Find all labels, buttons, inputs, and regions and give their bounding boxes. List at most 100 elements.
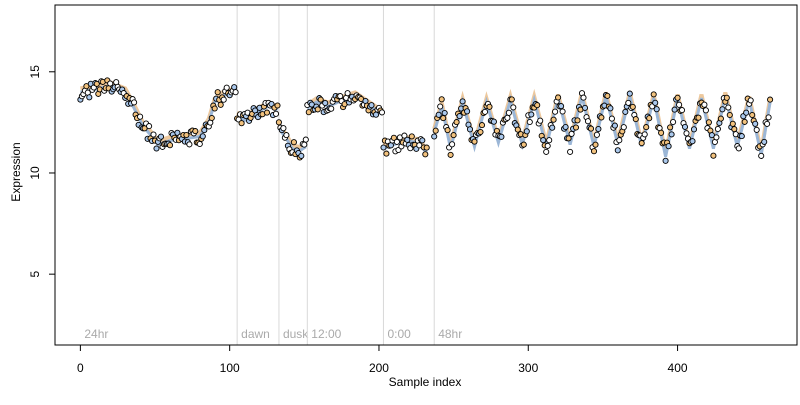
data-point bbox=[150, 131, 157, 138]
data-point bbox=[540, 137, 547, 144]
condition-marker-label: 0:00 bbox=[387, 327, 411, 341]
data-point bbox=[404, 136, 411, 143]
data-point bbox=[595, 125, 602, 133]
data-point bbox=[431, 133, 438, 140]
data-point bbox=[93, 80, 100, 87]
axes: 0 100 200 300 400 5 10 15 bbox=[28, 65, 688, 375]
data-point bbox=[298, 152, 305, 159]
data-point bbox=[670, 118, 677, 126]
data-point bbox=[749, 111, 756, 119]
data-point bbox=[263, 109, 271, 116]
data-point bbox=[761, 138, 768, 145]
data-point bbox=[486, 103, 493, 110]
data-point bbox=[238, 120, 245, 127]
y-tick-label: 15 bbox=[28, 65, 42, 79]
condition-marker-label: dusk bbox=[283, 327, 309, 341]
data-point bbox=[592, 141, 599, 148]
y-axis-label: Expression bbox=[9, 142, 23, 201]
data-point bbox=[558, 103, 565, 110]
data-point bbox=[440, 115, 447, 122]
data-point bbox=[317, 96, 324, 103]
data-point bbox=[678, 107, 686, 114]
data-point bbox=[710, 152, 717, 159]
data-point bbox=[652, 99, 659, 106]
data-point bbox=[283, 132, 290, 139]
data-point bbox=[166, 142, 174, 149]
data-point bbox=[328, 105, 335, 112]
data-point bbox=[274, 102, 281, 109]
data-point bbox=[337, 93, 344, 100]
y-tick-label: 10 bbox=[28, 166, 42, 180]
data-point bbox=[559, 108, 566, 115]
data-point bbox=[208, 114, 215, 122]
condition-marker-label: 48hr bbox=[438, 327, 462, 341]
data-point bbox=[546, 137, 553, 144]
data-point bbox=[344, 90, 351, 97]
data-point bbox=[314, 106, 321, 113]
data-point bbox=[719, 106, 726, 113]
data-point bbox=[667, 124, 674, 131]
data-point bbox=[607, 105, 614, 112]
data-point bbox=[581, 104, 589, 111]
data-point bbox=[107, 80, 114, 87]
data-point bbox=[562, 123, 569, 131]
data-point bbox=[674, 94, 681, 101]
data-point bbox=[683, 130, 690, 137]
data-point bbox=[646, 115, 653, 122]
data-point bbox=[383, 150, 390, 157]
data-point bbox=[625, 99, 632, 106]
condition-markers: 24hr dawn dusk 12:00 0:00 48hr bbox=[84, 5, 462, 345]
points-layer bbox=[77, 77, 774, 164]
data-point bbox=[146, 123, 153, 130]
data-point bbox=[196, 140, 203, 148]
data-point bbox=[665, 143, 672, 150]
data-point bbox=[183, 131, 190, 139]
x-tick-label: 200 bbox=[369, 361, 389, 375]
data-point bbox=[447, 151, 454, 158]
data-point bbox=[508, 96, 515, 103]
data-point bbox=[477, 128, 484, 136]
data-point bbox=[408, 133, 415, 140]
data-point bbox=[725, 104, 732, 111]
x-tick-label: 300 bbox=[518, 361, 538, 375]
data-point bbox=[598, 114, 605, 121]
data-point bbox=[422, 151, 429, 158]
data-point bbox=[758, 152, 765, 159]
data-point bbox=[523, 128, 530, 135]
data-point bbox=[643, 124, 650, 131]
data-point bbox=[131, 99, 138, 106]
data-point bbox=[550, 116, 557, 123]
data-point bbox=[481, 108, 489, 115]
data-point bbox=[593, 131, 600, 138]
data-point bbox=[567, 148, 574, 155]
data-point bbox=[453, 119, 460, 126]
data-point bbox=[549, 124, 556, 131]
data-point bbox=[137, 113, 144, 120]
data-point bbox=[534, 102, 541, 109]
data-point bbox=[290, 139, 297, 146]
data-point bbox=[438, 96, 445, 103]
data-point bbox=[322, 99, 329, 107]
data-point bbox=[604, 92, 611, 99]
data-point bbox=[552, 108, 559, 115]
data-point bbox=[423, 144, 430, 151]
data-point bbox=[464, 108, 471, 115]
data-point bbox=[504, 114, 511, 121]
data-point bbox=[701, 101, 708, 108]
data-point bbox=[153, 145, 160, 152]
fit-line bbox=[432, 94, 772, 158]
data-point bbox=[714, 125, 721, 133]
data-point bbox=[186, 141, 193, 148]
data-point bbox=[764, 120, 771, 127]
data-point bbox=[765, 114, 772, 121]
data-point bbox=[632, 116, 639, 123]
x-axis-label: Sample index bbox=[389, 375, 462, 389]
data-point bbox=[611, 122, 618, 129]
data-point bbox=[622, 108, 629, 115]
data-point bbox=[726, 111, 733, 119]
data-point bbox=[231, 84, 238, 91]
data-point bbox=[608, 115, 615, 122]
data-point bbox=[201, 127, 208, 134]
